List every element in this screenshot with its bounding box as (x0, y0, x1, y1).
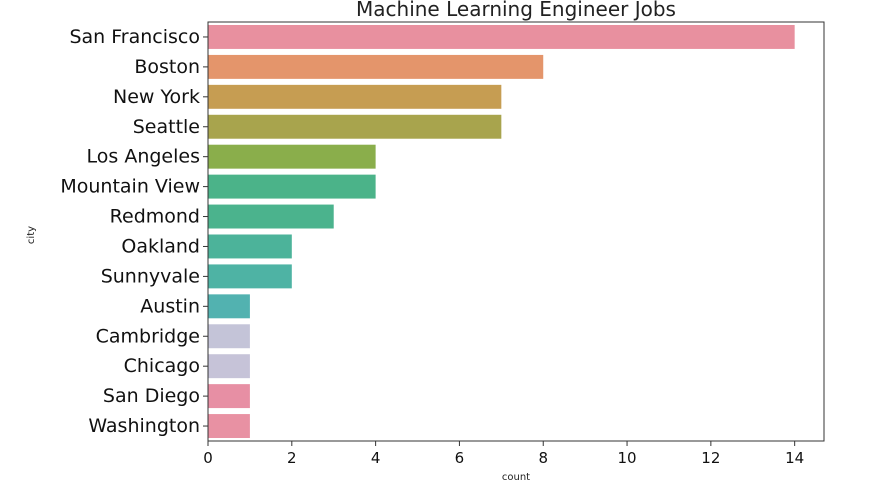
x-axis-label: count (502, 472, 530, 483)
x-tick-label-8: 8 (538, 449, 548, 467)
category-label-washington: Washington (88, 415, 200, 437)
category-label-seattle: Seattle (133, 116, 200, 138)
chart-title: Machine Learning Engineer Jobs (356, 0, 676, 21)
bar-mountain-view (208, 174, 376, 199)
bar-austin (208, 294, 250, 319)
bar-los-angeles (208, 144, 376, 169)
x-tick-label-14: 14 (785, 449, 804, 467)
category-label-sunnyvale: Sunnyvale (101, 265, 200, 287)
x-tick-label-12: 12 (701, 449, 720, 467)
bar-chicago (208, 354, 250, 379)
y-axis-label: city (26, 226, 37, 244)
bar-washington (208, 414, 250, 439)
bar-san-diego (208, 384, 250, 409)
bar-seattle (208, 114, 502, 139)
category-label-san-diego: San Diego (103, 385, 200, 407)
category-labels: San Francisco Boston New York Seattle Los An… (60, 26, 208, 437)
bar-boston (208, 54, 544, 79)
category-label-new-york: New York (113, 86, 200, 108)
x-tick-label-2: 2 (287, 449, 297, 467)
bars-group (208, 24, 795, 439)
bar-new-york (208, 84, 502, 109)
category-label-mountain-view: Mountain View (60, 176, 200, 198)
bar-sunnyvale (208, 264, 292, 289)
bar-cambridge (208, 324, 250, 349)
category-label-boston: Boston (134, 56, 200, 78)
category-label-cambridge: Cambridge (96, 325, 200, 347)
x-tick-label-4: 4 (371, 449, 381, 467)
x-tick-label-0: 0 (203, 449, 213, 467)
category-label-redmond: Redmond (110, 206, 200, 228)
x-tick-label-6: 6 (455, 449, 465, 467)
bar-san-francisco (208, 24, 795, 49)
category-label-san-francisco: San Francisco (69, 26, 200, 48)
bar-oakland (208, 234, 292, 259)
plot-frame (207, 21, 825, 442)
category-label-oakland: Oakland (121, 235, 200, 257)
bar-redmond (208, 204, 334, 229)
category-label-los-angeles: Los Angeles (87, 146, 200, 168)
x-tick-label-10: 10 (618, 449, 637, 467)
x-axis-ticks: 0 2 4 6 8 10 12 14 (203, 441, 804, 467)
category-label-austin: Austin (140, 295, 200, 317)
category-label-chicago: Chicago (124, 355, 200, 377)
